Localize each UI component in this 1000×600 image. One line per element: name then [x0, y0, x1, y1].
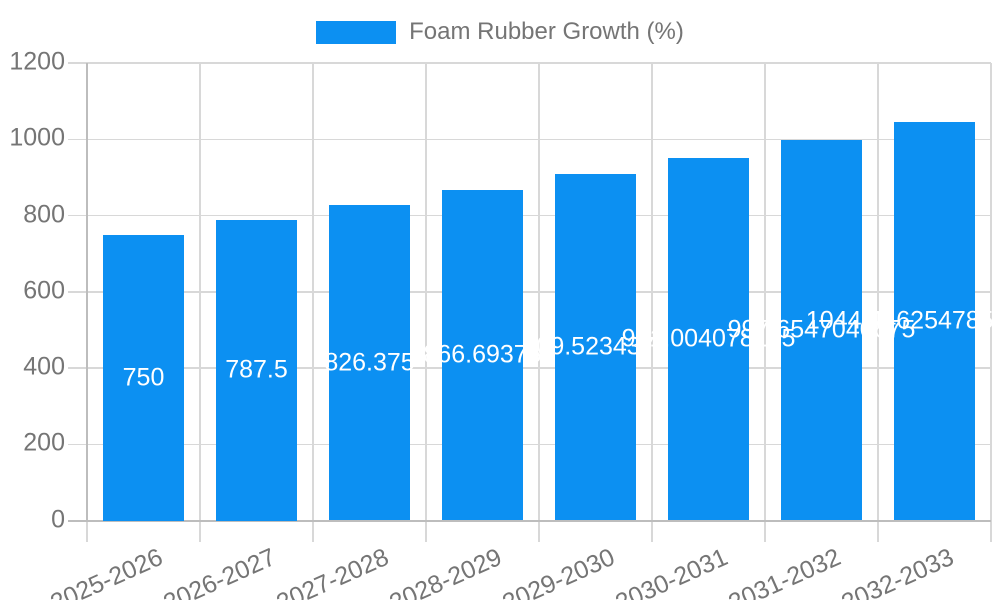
- x-axis-tick-label: 2027-2028: [272, 543, 393, 600]
- y-axis-tick-label: 1000: [9, 123, 65, 152]
- y-axis-line: [86, 63, 88, 521]
- y-gridline: [68, 62, 991, 64]
- x-axis-tick-label: 2032-2033: [837, 543, 958, 600]
- bar-2027-2028[interactable]: [329, 205, 410, 521]
- x-gridline: [877, 63, 879, 542]
- y-axis-tick-label: 1200: [9, 47, 65, 76]
- x-gridline: [538, 63, 540, 542]
- y-axis-tick-label: 800: [23, 199, 65, 228]
- x-gridline: [199, 63, 201, 542]
- x-gridline: [425, 63, 427, 542]
- bar-2028-2029[interactable]: [442, 190, 523, 521]
- bar-2032-2033[interactable]: [894, 122, 975, 521]
- x-gridline: [312, 63, 314, 542]
- bar-2025-2026[interactable]: [103, 234, 184, 521]
- legend-swatch: [316, 20, 397, 44]
- x-gridline: [651, 63, 653, 542]
- y-gridline: [68, 138, 991, 140]
- bar-2031-2032[interactable]: [781, 140, 862, 521]
- x-axis-tick-label: 2028-2029: [385, 543, 506, 600]
- bar-2029-2030[interactable]: [555, 173, 636, 521]
- y-gridline: [68, 443, 991, 445]
- legend-item[interactable]: Foam Rubber Growth (%): [0, 18, 1000, 46]
- y-gridline: [68, 291, 991, 293]
- x-axis-tick-label: 2026-2027: [159, 543, 280, 600]
- x-axis-tick-label: 2030-2031: [611, 543, 732, 600]
- bar-2026-2027[interactable]: [216, 220, 297, 521]
- y-gridline: [68, 367, 991, 369]
- y-axis-tick-label: 600: [23, 276, 65, 305]
- x-gridline: [764, 63, 766, 542]
- x-axis-line: [68, 519, 991, 522]
- bar-2030-2031[interactable]: [668, 157, 749, 521]
- y-axis-tick-label: 0: [51, 504, 65, 533]
- x-gridline: [990, 63, 992, 542]
- x-axis-tick-label: 2025-2026: [46, 543, 167, 600]
- y-axis-tick-label: 200: [23, 428, 65, 457]
- y-gridline: [68, 214, 991, 217]
- y-axis-tick-label: 400: [23, 352, 65, 381]
- x-axis-tick-label: 2029-2030: [498, 543, 619, 600]
- legend-label: Foam Rubber Growth (%): [409, 18, 684, 45]
- x-axis-tick-label: 2031-2032: [724, 543, 845, 600]
